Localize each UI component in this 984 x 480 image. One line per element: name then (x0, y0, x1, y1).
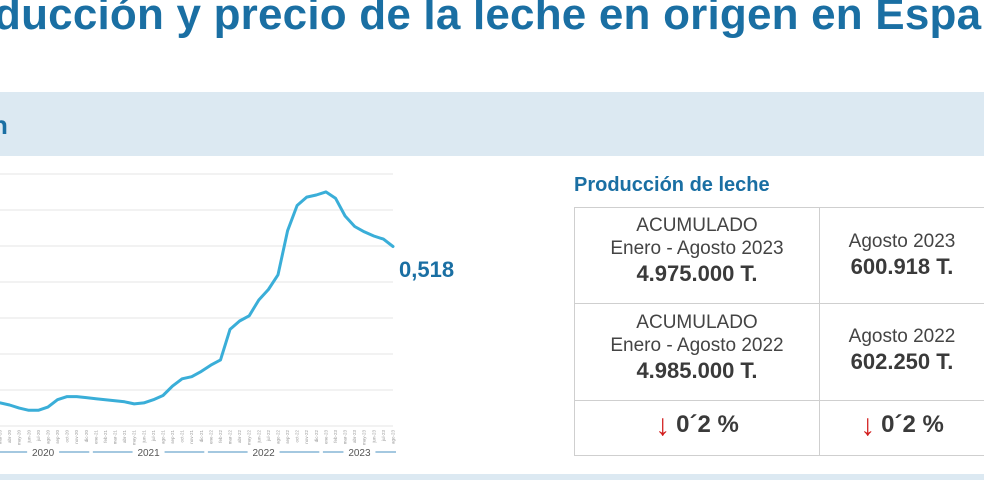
x-tick-label: sep-20 (55, 430, 60, 444)
x-tick-label: feb-22 (218, 430, 223, 443)
x-tick-label: nov-20 (74, 430, 79, 444)
x-tick-label: jul-23 (381, 430, 386, 443)
table-divider (819, 208, 820, 455)
x-tick-label: mar-20 (0, 430, 3, 445)
x-tick-label: ene-23 (323, 430, 328, 445)
x-tick-label: jun-20 (26, 430, 31, 444)
x-tick-label: jun-21 (141, 430, 146, 444)
production-table: ACUMULADO Enero - Agosto 2023 4.975.000 … (574, 207, 984, 456)
x-tick-label: jul-20 (36, 430, 41, 443)
period-label: Enero - Agosto 2022 (610, 335, 784, 356)
year-label: 2021 (137, 448, 160, 459)
x-tick-label: sep-22 (285, 430, 290, 444)
page-title: ducción y precio de la leche en origen e… (0, 0, 982, 39)
x-tick-label: ene-21 (93, 430, 98, 445)
x-tick-label: may-21 (132, 430, 137, 446)
x-tick-label: ago-23 (391, 430, 396, 445)
month-value: 602.250 T. (850, 349, 954, 374)
x-tick-label: abr-22 (237, 430, 242, 444)
milk-price-chart: mar-20 abr-20 may-20 jun-20 jul-20 ago-20 sep-… (0, 173, 396, 459)
accumulated-label: ACUMULADO (636, 312, 758, 333)
x-tick-label: may-20 (17, 430, 22, 446)
x-tick-label: mar-23 (343, 430, 348, 445)
table-divider (575, 400, 984, 401)
accumulated-label: ACUMULADO (636, 215, 758, 236)
month-change-value: 0´2 % (881, 411, 944, 438)
x-tick-label: nov-21 (189, 430, 194, 444)
accumulated-change-value: 0´2 % (676, 411, 739, 438)
x-tick-label: feb-21 (103, 430, 108, 443)
year-label: 2020 (32, 448, 55, 459)
accumulated-2022-cell: ACUMULADO Enero - Agosto 2022 4.985.000 … (575, 311, 819, 385)
x-tick-label: ago-20 (45, 430, 50, 445)
x-tick-label: feb-23 (333, 430, 338, 443)
month-2023-cell: Agosto 2023 600.918 T. (819, 230, 984, 281)
x-tick-label: ago-21 (160, 430, 165, 445)
x-tick-label: jun-22 (256, 430, 261, 444)
x-tick-label: ago-22 (275, 430, 280, 445)
table-divider (575, 303, 984, 304)
period-label: Enero - Agosto 2023 (610, 238, 784, 259)
x-tick-label: dic-21 (199, 430, 204, 443)
x-tick-label: dic-22 (314, 430, 319, 443)
accumulated-value: 4.975.000 T. (636, 261, 758, 286)
x-tick-label: oct-20 (65, 430, 70, 443)
x-tick-label: jun-23 (371, 430, 376, 444)
arrow-down-icon: ↓ (655, 409, 671, 442)
year-label: 2023 (348, 448, 371, 459)
chart-last-value-label: 0,518 (399, 257, 455, 282)
month-label: Agosto 2022 (848, 326, 956, 347)
bottom-band (0, 474, 984, 480)
month-2022-cell: Agosto 2022 602.250 T. (819, 325, 984, 376)
x-tick-label: abr-20 (7, 430, 12, 444)
month-label: Agosto 2023 (848, 231, 956, 252)
x-tick-label: mar-22 (228, 430, 233, 445)
month-change-cell: ↓ 0´2 % (819, 409, 984, 443)
price-line-series (0, 190, 395, 412)
accumulated-2023-cell: ACUMULADO Enero - Agosto 2023 4.975.000 … (575, 214, 819, 288)
x-tick-label: oct-21 (180, 430, 185, 443)
x-tick-label: mar-21 (113, 430, 118, 445)
x-tick-label: abr-21 (122, 430, 127, 444)
x-tick-label: abr-23 (352, 430, 357, 444)
x-tick-label: may-23 (362, 430, 367, 446)
accumulated-value: 4.985.000 T. (636, 358, 758, 383)
x-tick-label: jul-21 (151, 430, 156, 443)
arrow-down-icon: ↓ (860, 409, 876, 442)
x-tick-label: ene-22 (208, 430, 213, 445)
section-title: n (0, 110, 8, 141)
section-band (0, 92, 984, 156)
month-value: 600.918 T. (850, 254, 954, 279)
x-tick-label: jul-22 (266, 430, 271, 443)
x-tick-label: may-22 (247, 430, 252, 446)
x-tick-label: nov-22 (304, 430, 309, 444)
accumulated-change-cell: ↓ 0´2 % (575, 409, 819, 443)
x-tick-label: oct-22 (295, 430, 300, 443)
x-tick-label: dic-20 (84, 430, 89, 443)
production-panel-title: Producción de leche (574, 174, 770, 196)
year-label: 2022 (252, 448, 275, 459)
x-tick-label: sep-21 (170, 430, 175, 444)
